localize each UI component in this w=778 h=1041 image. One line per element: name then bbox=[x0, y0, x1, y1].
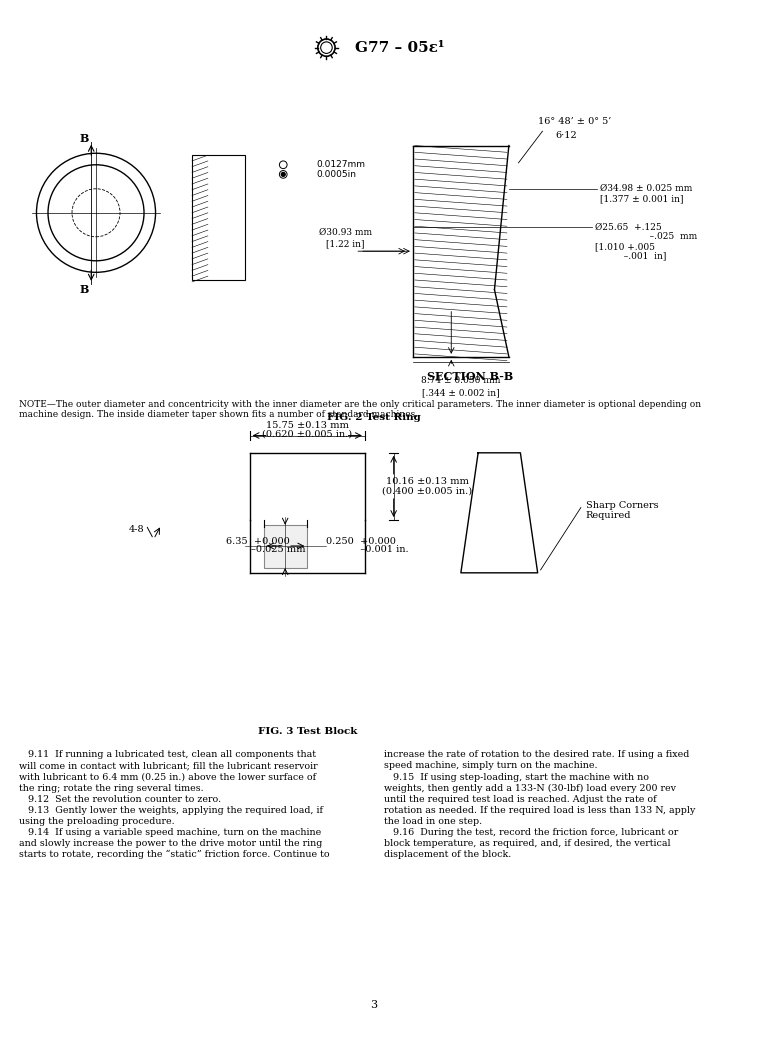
Text: 15.75 ±0.13 mm: 15.75 ±0.13 mm bbox=[266, 422, 349, 430]
Text: B: B bbox=[80, 284, 89, 295]
Text: increase the rate of rotation to the desired rate. If using a fixed: increase the rate of rotation to the des… bbox=[384, 751, 689, 760]
Text: displacement of the block.: displacement of the block. bbox=[384, 849, 511, 859]
Text: speed machine, simply turn on the machine.: speed machine, simply turn on the machin… bbox=[384, 762, 598, 770]
Text: (0.620 ±0.005 in.): (0.620 ±0.005 in.) bbox=[262, 429, 352, 438]
Text: NOTE—The outer diameter and concentricity with the inner diameter are the only c: NOTE—The outer diameter and concentricit… bbox=[19, 400, 701, 420]
Text: FIG. 2 Test Ring: FIG. 2 Test Ring bbox=[327, 413, 420, 422]
Text: (0.400 ±0.005 in.): (0.400 ±0.005 in.) bbox=[382, 487, 472, 496]
Text: 16° 48’ ± 0° 5’: 16° 48’ ± 0° 5’ bbox=[538, 117, 611, 126]
Text: rotation as needed. If the required load is less than 133 N, apply: rotation as needed. If the required load… bbox=[384, 806, 696, 815]
Text: until the required test load is reached. Adjust the rate of: until the required test load is reached.… bbox=[384, 794, 657, 804]
Text: starts to rotate, recording the “static” friction force. Continue to: starts to rotate, recording the “static”… bbox=[19, 849, 330, 859]
Text: –.025  mm: –.025 mm bbox=[595, 232, 698, 242]
Text: [1.010 +.005: [1.010 +.005 bbox=[595, 242, 655, 251]
Text: SECTION B-B: SECTION B-B bbox=[427, 371, 513, 381]
Text: Ø25.65  +.125: Ø25.65 +.125 bbox=[595, 223, 662, 232]
Text: 10.16 ±0.13 mm: 10.16 ±0.13 mm bbox=[386, 477, 468, 486]
Text: 9.16  During the test, record the friction force, lubricant or: 9.16 During the test, record the frictio… bbox=[384, 828, 678, 837]
Text: 4-8: 4-8 bbox=[128, 525, 144, 534]
Text: and slowly increase the power to the drive motor until the ring: and slowly increase the power to the dri… bbox=[19, 839, 323, 847]
Bar bbox=[192, 155, 245, 280]
Text: –.001  in]: –.001 in] bbox=[595, 252, 667, 260]
Text: using the preloading procedure.: using the preloading procedure. bbox=[19, 817, 175, 826]
Text: the ring; rotate the ring several times.: the ring; rotate the ring several times. bbox=[19, 784, 204, 792]
Text: 9.12  Set the revolution counter to zero.: 9.12 Set the revolution counter to zero. bbox=[19, 794, 221, 804]
Text: [.344 ± 0.002 in]: [.344 ± 0.002 in] bbox=[422, 388, 499, 397]
Text: 9.13  Gently lower the weights, applying the required load, if: 9.13 Gently lower the weights, applying … bbox=[19, 806, 323, 815]
Text: 8.74 ± 0.050 mm: 8.74 ± 0.050 mm bbox=[421, 376, 500, 385]
Text: 0.0005in: 0.0005in bbox=[317, 170, 357, 179]
Text: FIG. 3 Test Block: FIG. 3 Test Block bbox=[258, 727, 357, 736]
Text: 9.11  If running a lubricated test, clean all components that: 9.11 If running a lubricated test, clean… bbox=[19, 751, 316, 760]
Text: 0.250  +0.000: 0.250 +0.000 bbox=[327, 537, 396, 545]
Text: 9.14  If using a variable speed machine, turn on the machine: 9.14 If using a variable speed machine, … bbox=[19, 828, 321, 837]
Circle shape bbox=[282, 173, 286, 176]
Text: Ø30.93 mm: Ø30.93 mm bbox=[319, 228, 372, 236]
Text: block temperature, as required, and, if desired, the vertical: block temperature, as required, and, if … bbox=[384, 839, 671, 847]
Text: 6.35  +0.000: 6.35 +0.000 bbox=[226, 537, 289, 545]
Text: the load in one step.: the load in one step. bbox=[384, 817, 482, 826]
Text: 9.15  If using step-loading, start the machine with no: 9.15 If using step-loading, start the ma… bbox=[384, 772, 649, 782]
Text: G77 – 05ε¹: G77 – 05ε¹ bbox=[356, 41, 445, 54]
Bar bbox=[264, 525, 307, 568]
Text: Ø34.98 ± 0.025 mm: Ø34.98 ± 0.025 mm bbox=[600, 184, 692, 194]
Text: [1.22 in]: [1.22 in] bbox=[327, 239, 365, 248]
Text: [1.377 ± 0.001 in]: [1.377 ± 0.001 in] bbox=[600, 194, 684, 203]
Text: Sharp Corners
Required: Sharp Corners Required bbox=[586, 501, 658, 520]
Text: 0.0127mm: 0.0127mm bbox=[317, 160, 366, 170]
Text: –0.001 in.: –0.001 in. bbox=[327, 545, 409, 554]
Text: B: B bbox=[80, 133, 89, 145]
Text: –0.025 mm: –0.025 mm bbox=[226, 545, 305, 554]
Text: 3: 3 bbox=[370, 1000, 377, 1010]
Text: will come in contact with lubricant; fill the lubricant reservoir: will come in contact with lubricant; fil… bbox=[19, 762, 318, 770]
Text: weights, then gently add a 133-N (30-lbf) load every 200 rev: weights, then gently add a 133-N (30-lbf… bbox=[384, 784, 676, 792]
Text: 6·12: 6·12 bbox=[555, 131, 577, 141]
Text: with lubricant to 6.4 mm (0.25 in.) above the lower surface of: with lubricant to 6.4 mm (0.25 in.) abov… bbox=[19, 772, 317, 782]
